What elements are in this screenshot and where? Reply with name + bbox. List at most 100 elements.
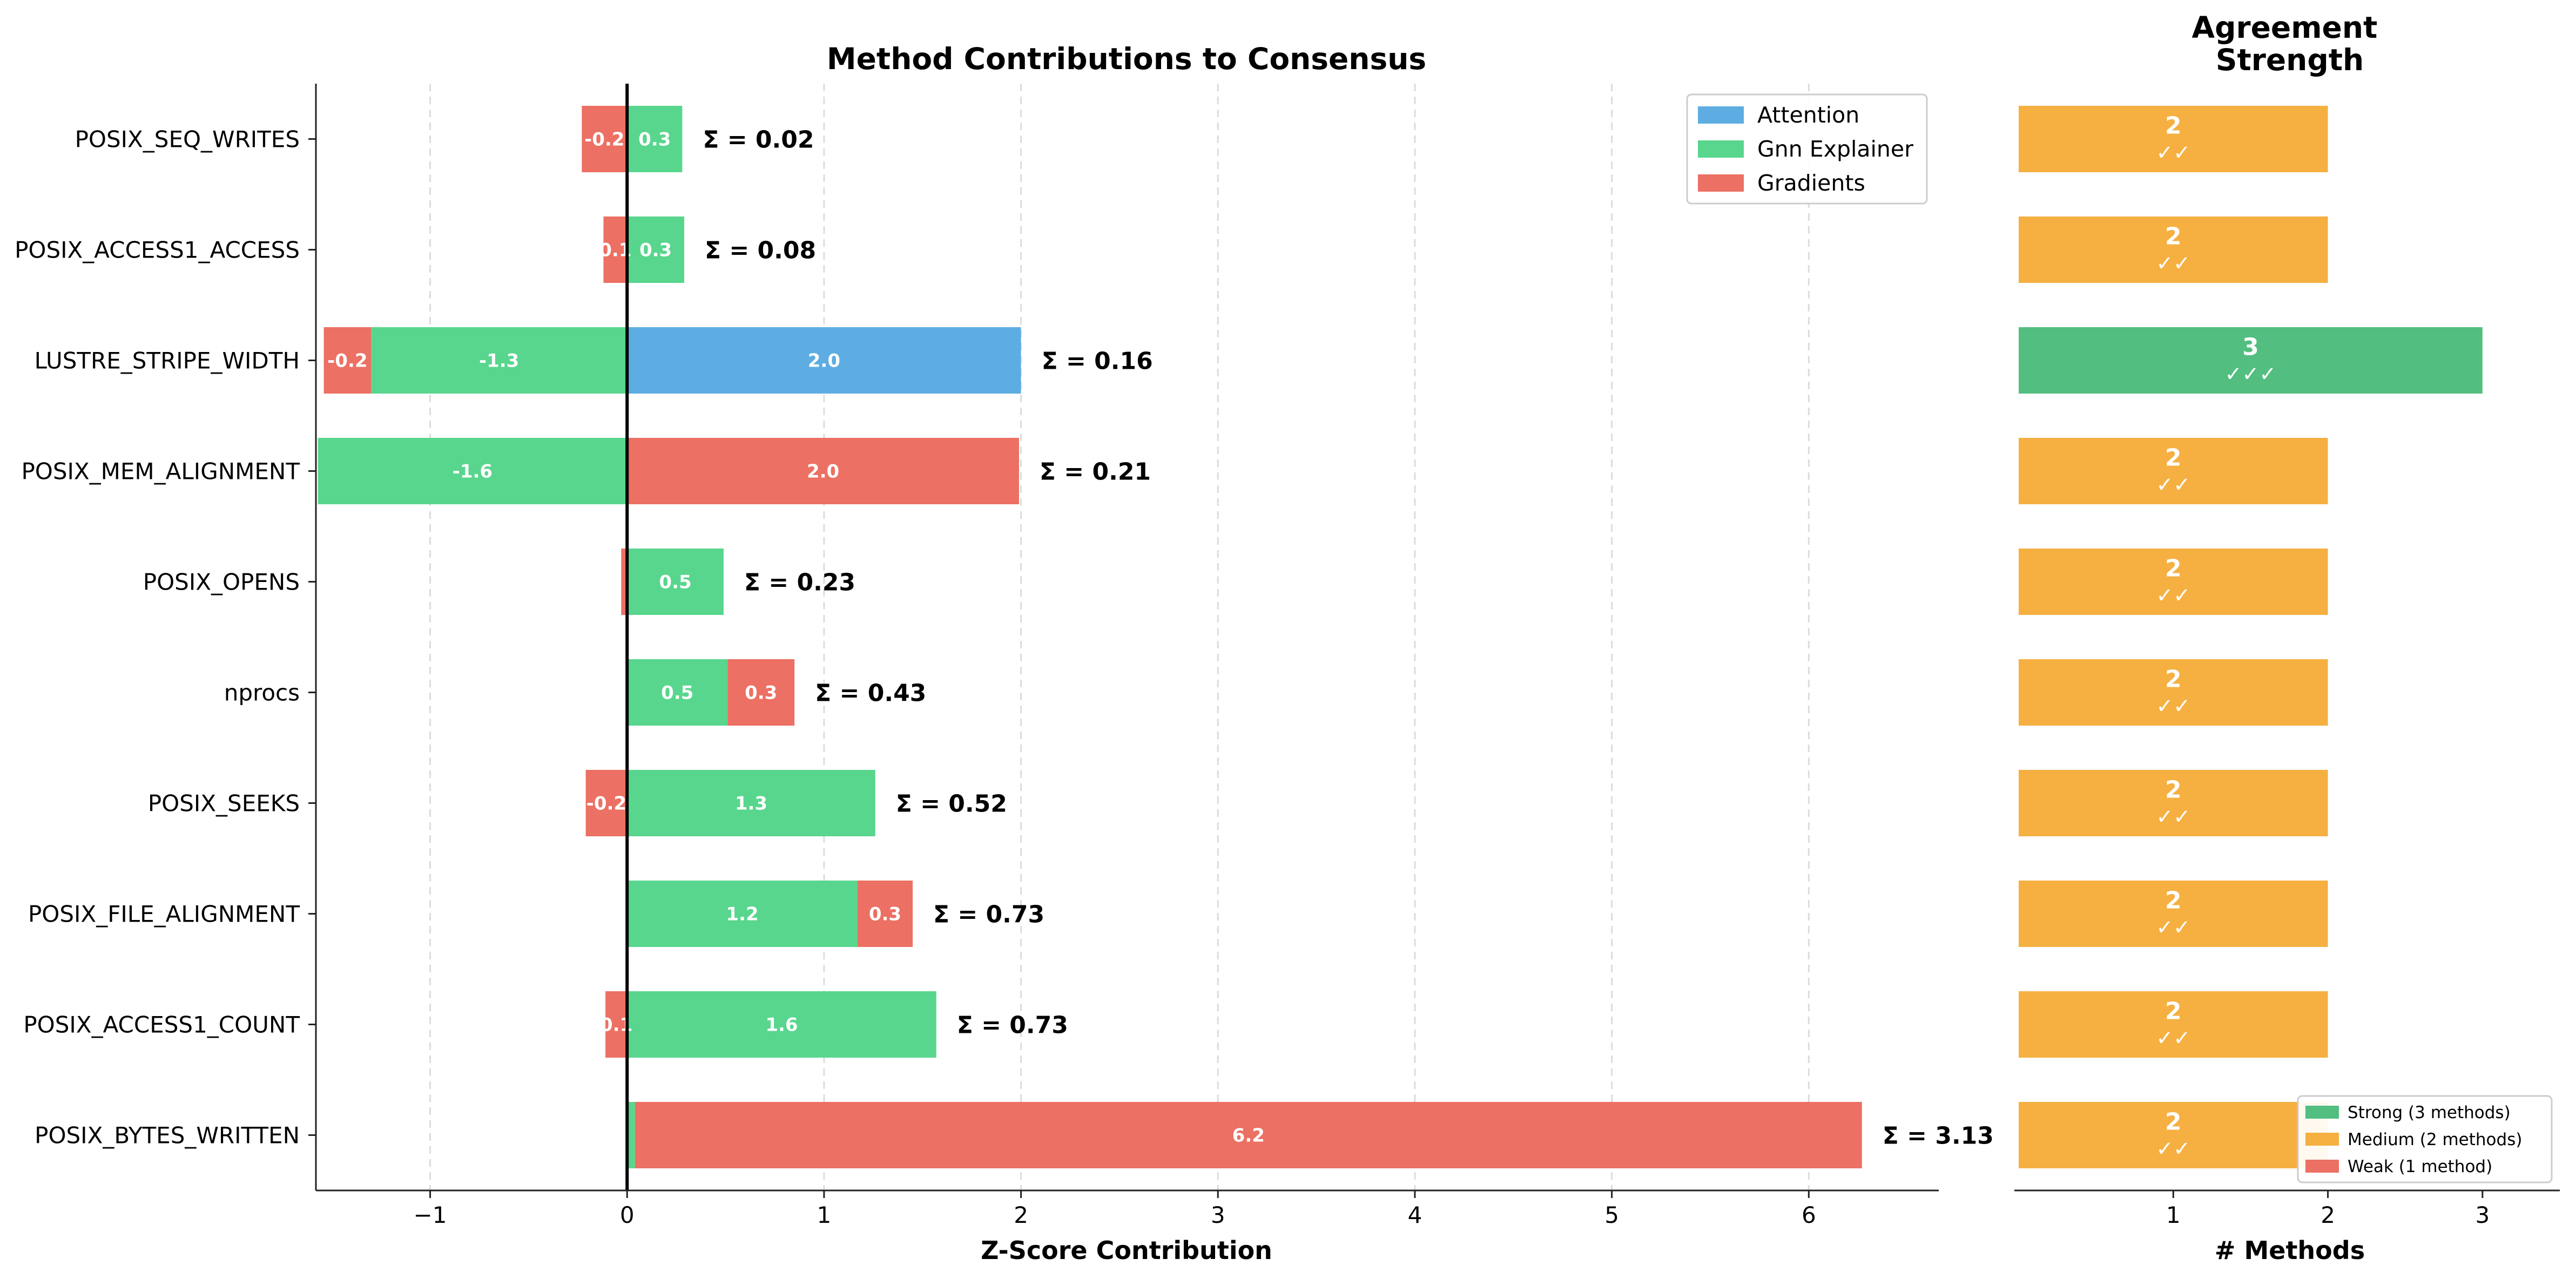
- x-tick-label: 4: [1408, 1202, 1422, 1228]
- agreement-x-tick-label: 1: [2166, 1202, 2181, 1228]
- segment-value-label: -1.3: [479, 350, 519, 372]
- agreement-bar: [2019, 659, 2328, 726]
- legend-frame: [1686, 93, 1928, 205]
- agreement-checkmarks: ✓✓✓: [2225, 362, 2277, 386]
- agreement-checkmarks: ✓✓: [2156, 694, 2190, 718]
- agreement-bar: [2019, 438, 2328, 504]
- agreement-checkmarks: ✓✓: [2156, 1137, 2190, 1161]
- x-tick-label: 3: [1211, 1202, 1225, 1228]
- gnn-explainer-bar: [627, 549, 724, 615]
- category-label: POSIX_SEQ_WRITES: [75, 126, 300, 153]
- x-tick-label: 6: [1802, 1202, 1816, 1228]
- strength-legend-label: Medium (2 methods): [2348, 1130, 2522, 1149]
- contribution-bars: 0.3-0.2 Σ = 0.020.30.1 Σ = 0.082.0-1.3-0.2…: [318, 106, 1994, 1168]
- category-label: POSIX_BYTES_WRITTEN: [35, 1122, 300, 1149]
- main-x-axis-label: Z-Score Contribution: [981, 1236, 1272, 1265]
- legend-label: Gradients: [1757, 170, 1865, 196]
- agreement-bar: [2019, 881, 2328, 947]
- segment-value-label: 0.3: [639, 240, 672, 261]
- sum-label: Σ = 0.43: [815, 680, 926, 707]
- gnn-explainer-bar: [371, 327, 628, 394]
- segment-value-label: -0.2: [586, 793, 626, 815]
- gnn-explainer-bar: [627, 881, 858, 947]
- agreement-count-label: 2: [2165, 776, 2182, 804]
- x-tick-label: 0: [620, 1202, 635, 1228]
- agreement-bar: [2019, 549, 2328, 615]
- strength-legend-swatch: [2305, 1160, 2339, 1173]
- agreement-checkmarks: ✓✓: [2156, 1026, 2190, 1050]
- gradients-bar: [603, 216, 628, 283]
- main-chart-title: Method Contributions to Consensus: [827, 42, 1426, 76]
- category-label: POSIX_OPENS: [143, 569, 300, 595]
- agreement-title-line-2: Strength: [2216, 43, 2364, 77]
- category-label: nprocs: [224, 680, 300, 706]
- x-tick-label: 2: [1014, 1202, 1028, 1228]
- segment-value-label: 0.5: [661, 682, 693, 704]
- gradients-bar: [635, 1102, 1862, 1168]
- agreement-bar: [2019, 1102, 2328, 1168]
- attention-bar: [627, 327, 1021, 394]
- segment-value-label: -0.2: [327, 350, 367, 372]
- sum-label: Σ = 0.02: [703, 126, 814, 154]
- gnn-explainer-bar: [627, 1102, 635, 1168]
- segment-value-label: 1.6: [765, 1014, 798, 1036]
- agreement-count-label: 2: [2165, 223, 2182, 251]
- gradients-bar: [727, 659, 795, 726]
- sum-label: Σ = 0.73: [933, 901, 1044, 929]
- agreement-bar: [2019, 991, 2328, 1058]
- category-label: POSIX_FILE_ALIGNMENT: [28, 901, 300, 928]
- legend-label: Attention: [1757, 102, 1859, 128]
- gradients-bar: [627, 438, 1019, 504]
- category-label: POSIX_MEM_ALIGNMENT: [21, 458, 300, 485]
- gradients-bar: [857, 881, 913, 947]
- category-label: POSIX_SEEKS: [148, 790, 300, 817]
- category-label: POSIX_ACCESS1_ACCESS: [15, 237, 300, 263]
- methods-legend: Attention Gnn Explainer Gradients: [1686, 93, 1928, 205]
- segment-value-label: 6.2: [1232, 1125, 1265, 1147]
- agreement-checkmarks: ✓✓: [2156, 141, 2190, 165]
- legend-label: Gnn Explainer: [1757, 136, 1913, 162]
- segment-value-label: -0.2: [584, 129, 624, 151]
- agreement-count-label: 2: [2165, 666, 2182, 693]
- gradients-bar: [323, 327, 372, 394]
- sum-label: Σ = 0.21: [1040, 458, 1151, 486]
- sum-label: Σ = 0.73: [957, 1012, 1068, 1039]
- strength-legend-frame: [2297, 1095, 2553, 1183]
- gnn-explainer-bar: [318, 438, 628, 504]
- main-axes: −1 0 1 2 3 4 5 6 POSIX_SEQ_WRITES POSIX_ACCESS1_A…: [15, 84, 1939, 1228]
- sum-label: Σ = 0.16: [1042, 348, 1153, 375]
- agreement-count-label: 2: [2165, 444, 2182, 472]
- legend-swatch-attention: [1698, 106, 1744, 124]
- segment-value-label: 0.3: [638, 129, 671, 151]
- segment-value-label: 2.0: [808, 350, 840, 372]
- agreement-count-label: 2: [2165, 555, 2182, 583]
- agreement-count-label: 2: [2165, 1108, 2182, 1136]
- agreement-chart-title: Agreement Strength: [2192, 10, 2388, 77]
- legend-swatch-gradients: [1698, 174, 1744, 192]
- segment-value-label: 0.3: [869, 904, 901, 925]
- strength-legend-label: Strong (3 methods): [2348, 1103, 2511, 1122]
- segment-value-label: 1.2: [726, 904, 758, 925]
- gnn-explainer-bar: [627, 216, 684, 283]
- category-label: LUSTRE_STRIPE_WIDTH: [35, 348, 300, 374]
- agreement-checkmarks: ✓✓: [2156, 584, 2190, 607]
- gradients-bar: [582, 106, 628, 172]
- legend-swatch-gnn-explainer: [1698, 140, 1744, 158]
- agreement-checkmarks: ✓✓: [2156, 473, 2190, 497]
- agreement-x-tick-label: 2: [2321, 1202, 2335, 1228]
- x-tick-label: −1: [414, 1202, 447, 1228]
- x-tick-label: 1: [817, 1202, 832, 1228]
- segment-value-label: 0.3: [745, 682, 777, 704]
- sum-label: Σ = 0.23: [744, 569, 855, 597]
- agreement-x-axis-label: # Methods: [2215, 1236, 2365, 1265]
- gradients-bar: [605, 991, 628, 1058]
- sum-label: Σ = 3.13: [1883, 1122, 1994, 1150]
- gnn-explainer-bar: [627, 770, 875, 836]
- segment-value-label: 1.3: [735, 793, 767, 815]
- sum-label: Σ = 0.08: [705, 237, 816, 265]
- agreement-title-line-1: Agreement: [2192, 10, 2378, 45]
- agreement-count-label: 2: [2165, 998, 2182, 1025]
- segment-value-label: -1.6: [453, 461, 493, 483]
- x-tick-label: 5: [1604, 1202, 1619, 1228]
